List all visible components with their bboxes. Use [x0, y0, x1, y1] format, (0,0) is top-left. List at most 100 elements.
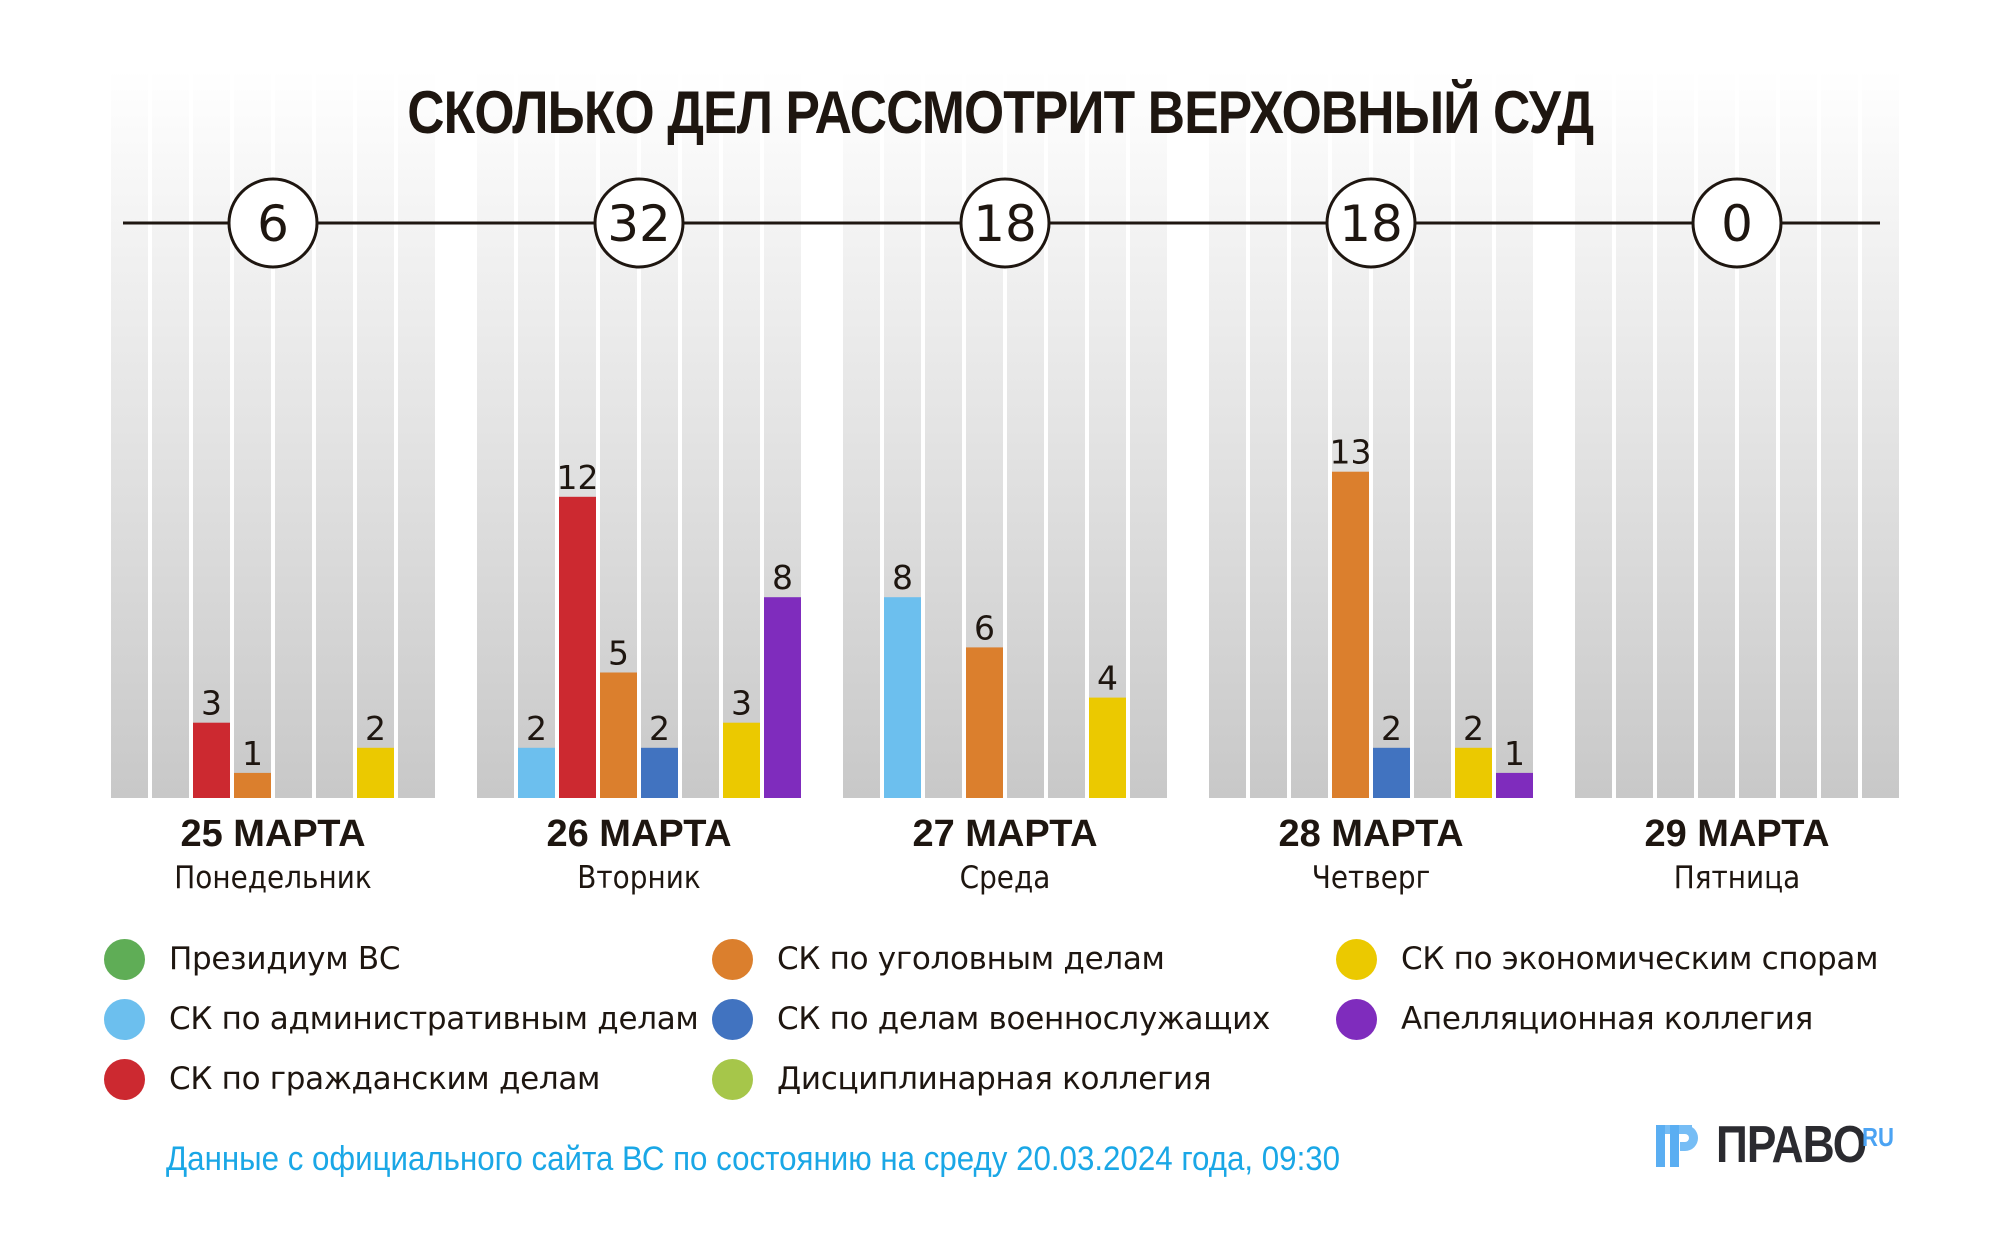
- day-label: 26 МАРТА Вторник: [469, 812, 809, 898]
- bar-value-label: 1: [242, 734, 263, 773]
- day-label: 29 МАРТА Пятница: [1567, 812, 1907, 898]
- legend-color-dot-icon: [104, 998, 145, 1040]
- background-column: [843, 70, 880, 798]
- total-circle: [1325, 177, 1417, 269]
- day-label: 28 МАРТА Четверг: [1201, 812, 1541, 898]
- bar-value-label: 2: [526, 709, 547, 748]
- background-column: [723, 70, 760, 798]
- bar-value-label: 2: [649, 709, 670, 748]
- weekday-label: Четверг: [1311, 860, 1431, 896]
- legend-color-dot-icon: [1336, 938, 1377, 980]
- bar[interactable]: [641, 747, 678, 798]
- bar-value-label: 2: [365, 709, 386, 748]
- bar-value-label: 6: [974, 608, 995, 647]
- legend-item[interactable]: СК по экономическим спорам: [1336, 937, 1878, 981]
- bar-value-label: 13: [1330, 433, 1372, 472]
- bar[interactable]: [764, 597, 801, 798]
- total-value: 18: [1339, 195, 1403, 253]
- legend-label: Апелляционная коллегия: [1401, 1001, 1813, 1037]
- pravo-ru-logo[interactable]: ПРАВО RU: [1656, 1116, 1894, 1174]
- background-column: [682, 70, 719, 798]
- legend-item[interactable]: Президиум ВС: [104, 937, 400, 981]
- day-label: 27 МАРТА Среда: [835, 812, 1175, 898]
- source-note: Данные с официального сайта ВС по состоя…: [166, 1140, 1341, 1178]
- bar[interactable]: [966, 647, 1003, 798]
- bar-value-label: 2: [1463, 709, 1484, 748]
- bar[interactable]: [193, 722, 230, 798]
- bar-value-label: 3: [201, 684, 222, 723]
- legend-item[interactable]: СК по гражданским делам: [104, 1057, 600, 1101]
- legend-color-dot-icon: [712, 1058, 753, 1100]
- legend-label: СК по административным делам: [169, 1001, 699, 1037]
- legend-item[interactable]: СК по административным делам: [104, 997, 699, 1041]
- total-circle: [1691, 177, 1783, 269]
- background-column: [925, 70, 962, 798]
- background-column: [1209, 70, 1246, 798]
- bar[interactable]: [1089, 697, 1126, 798]
- logo-suffix: RU: [1862, 1122, 1894, 1152]
- legend-label: Президиум ВС: [169, 941, 401, 977]
- background-column: [1250, 70, 1287, 798]
- total-value: 0: [1721, 195, 1753, 253]
- background-column: [1616, 70, 1653, 798]
- background-column: [316, 70, 353, 798]
- legend-item[interactable]: Дисциплинарная коллегия: [712, 1057, 1211, 1101]
- date-label: 25 МАРТА: [180, 813, 366, 855]
- total-value: 18: [973, 195, 1037, 253]
- bar[interactable]: [1332, 471, 1369, 798]
- bar-value-label: 4: [1097, 659, 1118, 698]
- legend-item[interactable]: СК по делам военнослужащих: [712, 997, 1270, 1041]
- background-column: [193, 70, 230, 798]
- total-circle: [959, 177, 1051, 269]
- total-value: 32: [607, 195, 671, 253]
- date-label: 27 МАРТА: [912, 813, 1098, 855]
- background-column: [1575, 70, 1612, 798]
- bar-value-label: 8: [772, 558, 793, 597]
- background-column: [1657, 70, 1694, 798]
- legend-color-dot-icon: [104, 938, 145, 980]
- background-column: [398, 70, 435, 798]
- background-column: [1048, 70, 1085, 798]
- background-column: [111, 70, 148, 798]
- legend-item[interactable]: СК по уголовным делам: [712, 937, 1165, 981]
- bars: [193, 471, 1533, 799]
- bar[interactable]: [234, 772, 271, 798]
- bar[interactable]: [884, 597, 921, 798]
- weekday-label: Среда: [959, 860, 1051, 896]
- background-column: [1414, 70, 1451, 798]
- legend-label: СК по уголовным делам: [777, 941, 1165, 977]
- chart-title: СКОЛЬКО ДЕЛ РАССМОТРИТ ВЕРХОВНЫЙ СУД: [407, 79, 1594, 146]
- legend-label: СК по гражданским делам: [169, 1061, 601, 1097]
- date-label: 29 МАРТА: [1644, 813, 1830, 855]
- background-column: [1089, 70, 1126, 798]
- total-value: 6: [257, 195, 289, 253]
- bar-value-label: 1: [1504, 734, 1525, 773]
- background-column: [1780, 70, 1817, 798]
- day-label: 25 МАРТА Понедельник: [103, 812, 443, 898]
- background-column: [1291, 70, 1328, 798]
- date-label: 26 МАРТА: [546, 813, 732, 855]
- legend-item[interactable]: Апелляционная коллегия: [1336, 997, 1813, 1041]
- weekday-label: Пятница: [1673, 860, 1801, 896]
- bar[interactable]: [559, 496, 596, 798]
- total-circle: [593, 177, 685, 269]
- background-column: [357, 70, 394, 798]
- bar[interactable]: [357, 747, 394, 798]
- legend-label: СК по делам военнослужащих: [777, 1001, 1270, 1037]
- bar[interactable]: [600, 672, 637, 799]
- legend-label: Дисциплинарная коллегия: [777, 1061, 1212, 1097]
- logo-wordmark: ПРАВО: [1716, 1116, 1867, 1174]
- bar[interactable]: [518, 747, 555, 798]
- bar-value-label: 5: [608, 634, 629, 673]
- legend-color-dot-icon: [712, 938, 753, 980]
- legend-label: СК по экономическим спорам: [1401, 941, 1879, 977]
- legend-color-dot-icon: [712, 998, 753, 1040]
- bar[interactable]: [1373, 747, 1410, 798]
- bar[interactable]: [723, 722, 760, 798]
- bar-value-label: 3: [731, 684, 752, 723]
- bar-value-label: 8: [892, 558, 913, 597]
- bar[interactable]: [1455, 747, 1492, 798]
- bar[interactable]: [1496, 772, 1533, 798]
